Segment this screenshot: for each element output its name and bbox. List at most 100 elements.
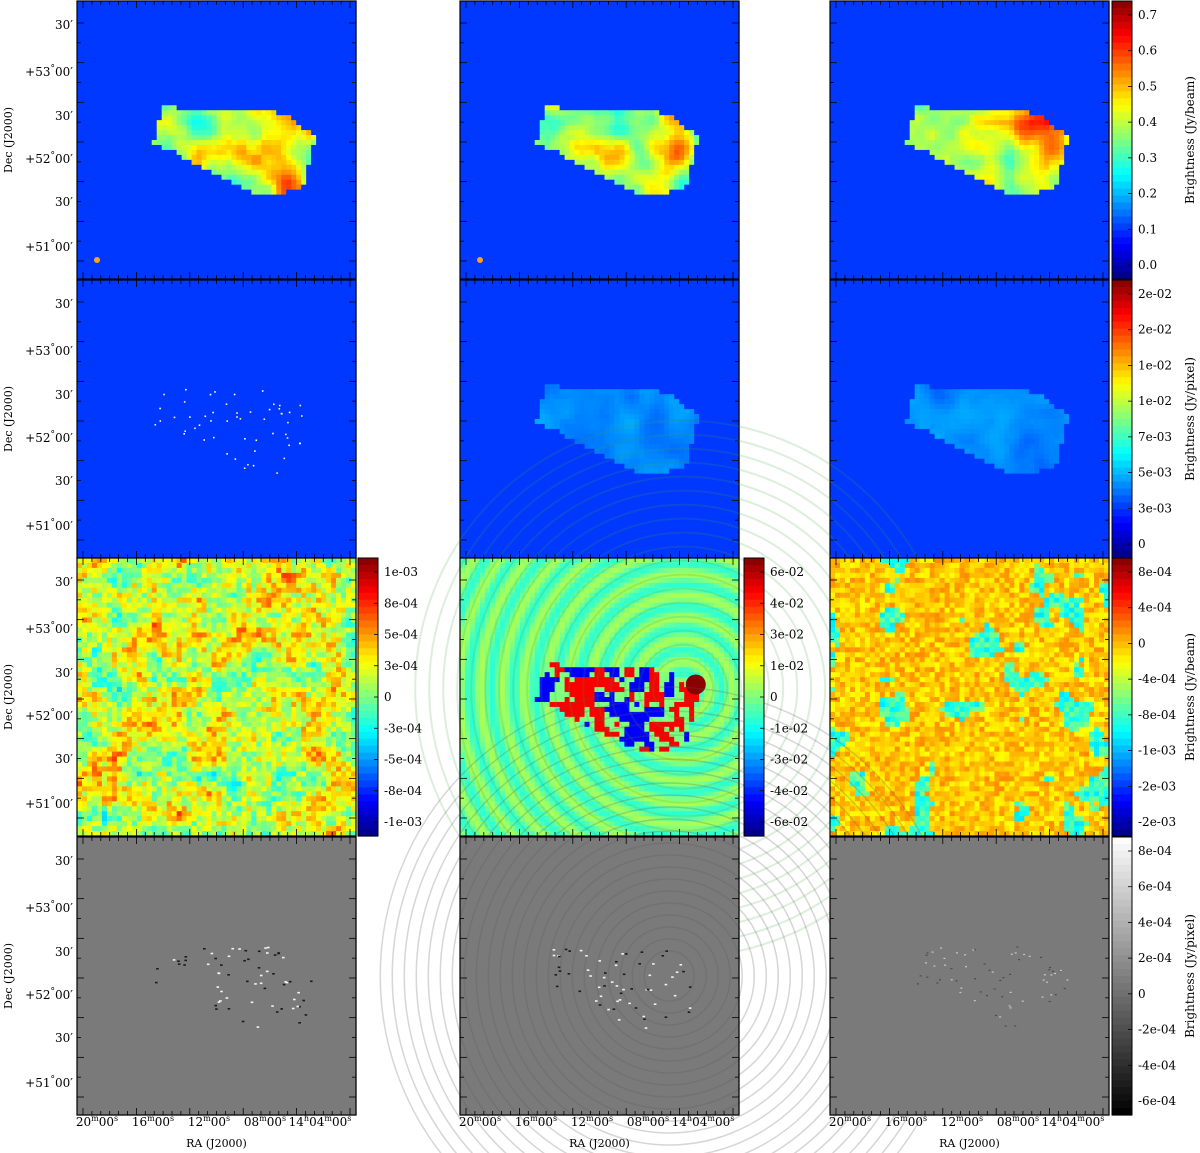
heatmap-cell bbox=[535, 155, 541, 161]
heatmap-cell bbox=[609, 254, 615, 260]
heatmap-cell bbox=[505, 85, 511, 91]
heatmap-cell bbox=[147, 26, 153, 32]
heatmap-cell bbox=[127, 36, 133, 42]
heatmap-cell bbox=[197, 46, 203, 52]
heatmap-cell bbox=[600, 11, 606, 17]
heatmap-cell bbox=[604, 100, 610, 106]
heatmap-cell bbox=[221, 160, 227, 166]
heatmap-cell bbox=[97, 244, 103, 250]
heatmap-cell bbox=[157, 31, 163, 37]
heatmap-cell bbox=[585, 195, 591, 201]
heatmap-cell bbox=[530, 229, 536, 235]
heatmap-cell bbox=[281, 239, 287, 245]
heatmap-cell bbox=[236, 190, 242, 196]
heatmap-cell bbox=[595, 190, 601, 196]
heatmap-cell bbox=[341, 264, 347, 270]
heatmap-cell bbox=[236, 6, 242, 12]
heatmap-cell bbox=[231, 185, 237, 191]
heatmap-cell bbox=[301, 219, 307, 225]
heatmap-cell bbox=[530, 254, 536, 260]
heatmap-cell bbox=[600, 259, 606, 265]
heatmap-cell bbox=[535, 135, 541, 141]
heatmap-cell bbox=[590, 6, 596, 12]
heatmap-cell bbox=[127, 200, 133, 206]
heatmap-cell bbox=[580, 160, 586, 166]
heatmap-cell bbox=[172, 16, 178, 22]
heatmap-cell bbox=[217, 130, 223, 136]
heatmap-cell bbox=[490, 185, 496, 191]
heatmap-cell bbox=[311, 26, 317, 32]
heatmap-cell bbox=[460, 150, 466, 156]
heatmap-cell bbox=[187, 269, 193, 275]
heatmap-cell bbox=[540, 259, 546, 265]
heatmap-cell bbox=[187, 140, 193, 146]
heatmap-cell bbox=[515, 36, 521, 42]
heatmap-cell bbox=[187, 175, 193, 181]
heatmap-cell bbox=[87, 210, 93, 216]
heatmap-cell bbox=[167, 140, 173, 146]
heatmap-cell bbox=[182, 90, 188, 96]
heatmap-cell bbox=[495, 219, 501, 225]
heatmap-cell bbox=[132, 205, 138, 211]
heatmap-cell bbox=[226, 31, 232, 37]
heatmap-cell bbox=[341, 234, 347, 240]
heatmap-cell bbox=[221, 51, 227, 57]
heatmap-cell bbox=[87, 66, 93, 72]
heatmap-cell bbox=[490, 165, 496, 171]
heatmap-cell bbox=[107, 244, 113, 250]
heatmap-cell bbox=[251, 90, 257, 96]
heatmap-cell bbox=[585, 135, 591, 141]
heatmap-cell bbox=[172, 180, 178, 186]
heatmap-cell bbox=[102, 219, 108, 225]
heatmap-cell bbox=[197, 56, 203, 62]
heatmap-cell bbox=[346, 155, 352, 161]
heatmap-cell bbox=[241, 46, 247, 52]
heatmap-cell bbox=[485, 16, 491, 22]
heatmap-cell bbox=[207, 210, 213, 216]
heatmap-cell bbox=[545, 95, 551, 101]
heatmap-cell bbox=[152, 214, 158, 220]
heatmap-cell bbox=[271, 224, 277, 230]
heatmap-cell bbox=[575, 195, 581, 201]
heatmap-cell bbox=[152, 269, 158, 275]
heatmap-cell bbox=[535, 254, 541, 260]
heatmap-cell bbox=[470, 229, 476, 235]
heatmap-cell bbox=[132, 41, 138, 47]
heatmap-cell bbox=[256, 46, 262, 52]
heatmap-cell bbox=[336, 31, 342, 37]
heatmap-cell bbox=[550, 61, 556, 67]
heatmap-cell bbox=[221, 145, 227, 151]
heatmap-cell bbox=[157, 259, 163, 265]
heatmap-cell bbox=[331, 160, 337, 166]
heatmap-cell bbox=[226, 115, 232, 121]
heatmap-cell bbox=[296, 214, 302, 220]
heatmap-cell bbox=[525, 145, 531, 151]
heatmap-cell bbox=[580, 239, 586, 245]
heatmap-cell bbox=[609, 140, 615, 146]
heatmap-cell bbox=[266, 135, 272, 141]
heatmap-cell bbox=[520, 11, 526, 17]
heatmap-cell bbox=[306, 120, 312, 126]
heatmap-cell bbox=[231, 115, 237, 121]
heatmap-cell bbox=[336, 185, 342, 191]
heatmap-cell bbox=[286, 219, 292, 225]
heatmap-cell bbox=[226, 195, 232, 201]
heatmap-cell bbox=[221, 170, 227, 176]
heatmap-cell bbox=[82, 36, 88, 42]
heatmap-cell bbox=[565, 16, 571, 22]
heatmap-cell bbox=[202, 31, 208, 37]
heatmap-cell bbox=[202, 71, 208, 77]
heatmap-cell bbox=[112, 200, 118, 206]
heatmap-cell bbox=[505, 100, 511, 106]
heatmap-cell bbox=[276, 16, 282, 22]
heatmap-cell bbox=[604, 56, 610, 62]
heatmap-cell bbox=[326, 244, 332, 250]
heatmap-cell bbox=[147, 160, 153, 166]
heatmap-cell bbox=[241, 66, 247, 72]
heatmap-cell bbox=[97, 170, 103, 176]
heatmap-cell bbox=[475, 6, 481, 12]
heatmap-cell bbox=[555, 195, 561, 201]
heatmap-cell bbox=[172, 130, 178, 136]
heatmap-cell bbox=[535, 224, 541, 230]
heatmap-cell bbox=[595, 31, 601, 37]
